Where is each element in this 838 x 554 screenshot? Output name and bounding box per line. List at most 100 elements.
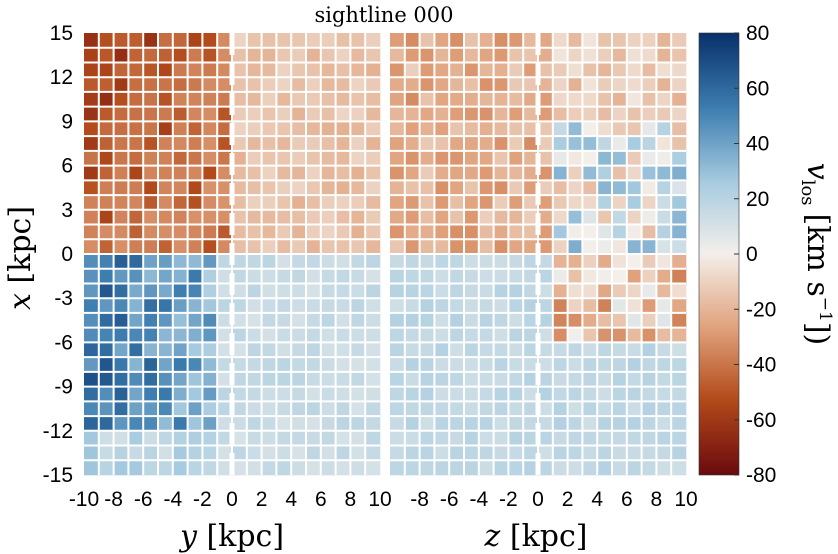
heatmap-cell bbox=[390, 327, 406, 343]
heatmap-cell bbox=[567, 62, 583, 78]
heatmap-cell bbox=[671, 91, 687, 107]
heatmap-cell bbox=[365, 445, 381, 461]
heatmap-cell bbox=[567, 209, 583, 225]
heatmap-cell bbox=[350, 224, 366, 240]
heatmap-cell bbox=[320, 165, 336, 181]
heatmap-cell bbox=[246, 371, 262, 387]
heatmap-cell bbox=[158, 401, 174, 417]
colorbar-tick-label: -20 bbox=[746, 298, 776, 321]
y-axis-title-unit: [kpc] bbox=[3, 206, 38, 284]
heatmap-cell bbox=[434, 209, 450, 225]
heatmap-cell bbox=[291, 445, 307, 461]
heatmap-cell bbox=[523, 416, 539, 432]
colorbar-tick-label: -80 bbox=[746, 464, 776, 487]
heatmap-cell bbox=[365, 195, 381, 211]
heatmap-cell bbox=[98, 33, 114, 49]
heatmap-cell bbox=[478, 77, 494, 93]
heatmap-cell bbox=[449, 460, 465, 476]
chart-title: sightline 000 bbox=[314, 3, 453, 27]
heatmap-cell bbox=[246, 224, 262, 240]
heatmap-cell bbox=[320, 195, 336, 211]
heatmap-cell bbox=[538, 239, 554, 255]
heatmap-cell bbox=[508, 416, 524, 432]
heatmap-cell bbox=[158, 224, 174, 240]
heatmap-cell bbox=[419, 312, 435, 328]
heatmap-cell bbox=[493, 136, 509, 152]
heatmap-cell bbox=[217, 298, 233, 314]
heatmap-cell bbox=[671, 33, 687, 49]
heatmap-cell bbox=[291, 342, 307, 358]
heatmap-cell bbox=[538, 357, 554, 373]
heatmap-cell bbox=[567, 357, 583, 373]
heatmap-cell bbox=[143, 33, 159, 49]
heatmap-cell bbox=[306, 33, 322, 49]
heatmap-cell bbox=[538, 33, 554, 49]
heatmap-cell bbox=[113, 268, 129, 284]
heatmap-cell bbox=[538, 91, 554, 107]
heatmap-cell bbox=[434, 33, 450, 49]
y-axis-ticks: 15 12 9 6 3 0 -3 -6 -9 -12 -15 bbox=[43, 22, 73, 487]
heatmap-cell bbox=[626, 371, 642, 387]
heatmap-cell bbox=[582, 430, 598, 446]
heatmap-cell bbox=[523, 62, 539, 78]
heatmap-cell bbox=[552, 209, 568, 225]
heatmap-cell bbox=[232, 77, 248, 93]
heatmap-cell bbox=[582, 268, 598, 284]
heatmap-cell bbox=[419, 283, 435, 299]
heatmap-cell bbox=[434, 180, 450, 196]
heatmap-cell bbox=[449, 371, 465, 387]
heatmap-cell bbox=[128, 283, 144, 299]
heatmap-cell bbox=[158, 357, 174, 373]
heatmap-cell bbox=[508, 386, 524, 402]
heatmap-cell bbox=[464, 312, 480, 328]
heatmap-cell bbox=[478, 62, 494, 78]
heatmap-cell bbox=[434, 91, 450, 107]
heatmap-cell bbox=[113, 180, 129, 196]
heatmap-cell bbox=[232, 165, 248, 181]
heatmap-cell bbox=[84, 77, 100, 93]
heatmap-cell bbox=[217, 460, 233, 476]
heatmap-cell bbox=[656, 342, 672, 358]
heatmap-cell bbox=[128, 416, 144, 432]
y-tick-label: -15 bbox=[43, 464, 73, 487]
heatmap-cell bbox=[671, 283, 687, 299]
heatmap-cell bbox=[404, 209, 420, 225]
heatmap-cell bbox=[320, 445, 336, 461]
heatmap-cell bbox=[538, 445, 554, 461]
heatmap-cell bbox=[113, 47, 129, 63]
heatmap-cell bbox=[306, 416, 322, 432]
heatmap-cell bbox=[158, 195, 174, 211]
heatmap-cell bbox=[508, 239, 524, 255]
heatmap-cell bbox=[582, 254, 598, 270]
heatmap-cell bbox=[508, 283, 524, 299]
heatmap-cell bbox=[567, 91, 583, 107]
heatmap-cell bbox=[276, 165, 292, 181]
heatmap-cell bbox=[128, 195, 144, 211]
heatmap-cell bbox=[202, 254, 218, 270]
heatmap-cell bbox=[538, 268, 554, 284]
heatmap-cell bbox=[128, 298, 144, 314]
heatmap-cell bbox=[335, 180, 351, 196]
x-tick-label: 8 bbox=[651, 488, 663, 511]
heatmap-cell bbox=[365, 342, 381, 358]
heatmap-cell bbox=[187, 224, 203, 240]
heatmap-cell bbox=[449, 239, 465, 255]
heatmap-cell bbox=[478, 150, 494, 166]
heatmap-cell bbox=[350, 342, 366, 358]
heatmap-cell bbox=[98, 224, 114, 240]
heatmap-cell bbox=[626, 121, 642, 137]
heatmap-cell bbox=[276, 180, 292, 196]
heatmap-cell bbox=[365, 77, 381, 93]
heatmap-cell bbox=[449, 165, 465, 181]
x-tick-label: -6 bbox=[134, 488, 153, 511]
heatmap-cell bbox=[449, 327, 465, 343]
heatmap-cell bbox=[113, 195, 129, 211]
heatmap-cell bbox=[335, 357, 351, 373]
heatmap-cell bbox=[478, 254, 494, 270]
heatmap-cell bbox=[350, 47, 366, 63]
heatmap-cell bbox=[306, 121, 322, 137]
heatmap-cell bbox=[582, 224, 598, 240]
colorbar-tick-label: -60 bbox=[746, 409, 776, 432]
heatmap-cell bbox=[612, 239, 628, 255]
heatmap-cell bbox=[187, 327, 203, 343]
